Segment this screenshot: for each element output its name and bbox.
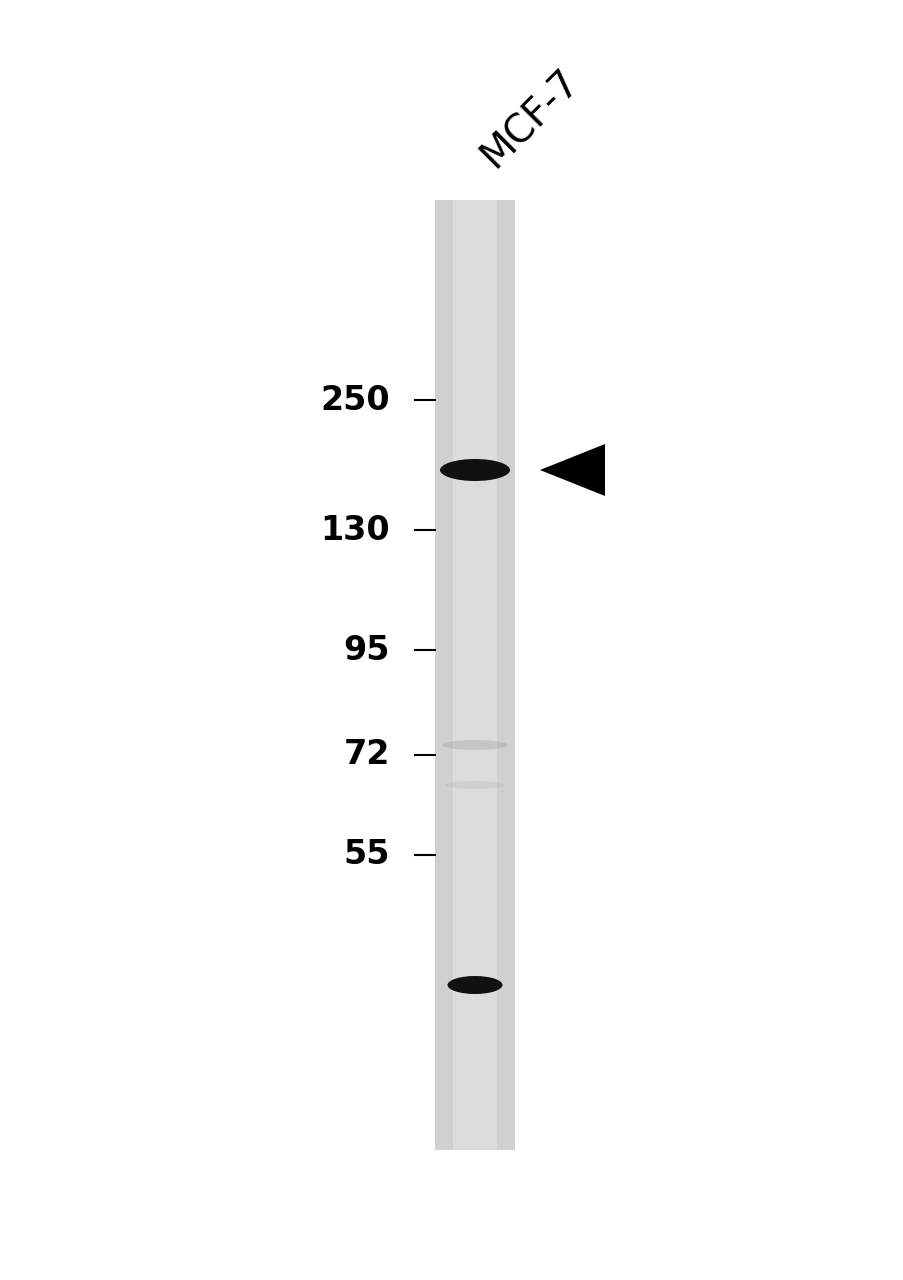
Text: 55: 55 — [343, 838, 389, 872]
Text: 130: 130 — [320, 513, 389, 547]
Ellipse shape — [447, 975, 502, 995]
Ellipse shape — [442, 740, 507, 750]
Ellipse shape — [444, 781, 505, 788]
Ellipse shape — [440, 460, 509, 481]
Polygon shape — [539, 444, 604, 495]
Text: 250: 250 — [320, 384, 389, 416]
Text: MCF-7: MCF-7 — [472, 61, 586, 175]
Text: 95: 95 — [343, 634, 389, 667]
Text: 72: 72 — [343, 739, 389, 772]
Bar — [434, 200, 515, 1149]
Bar — [452, 200, 497, 1149]
